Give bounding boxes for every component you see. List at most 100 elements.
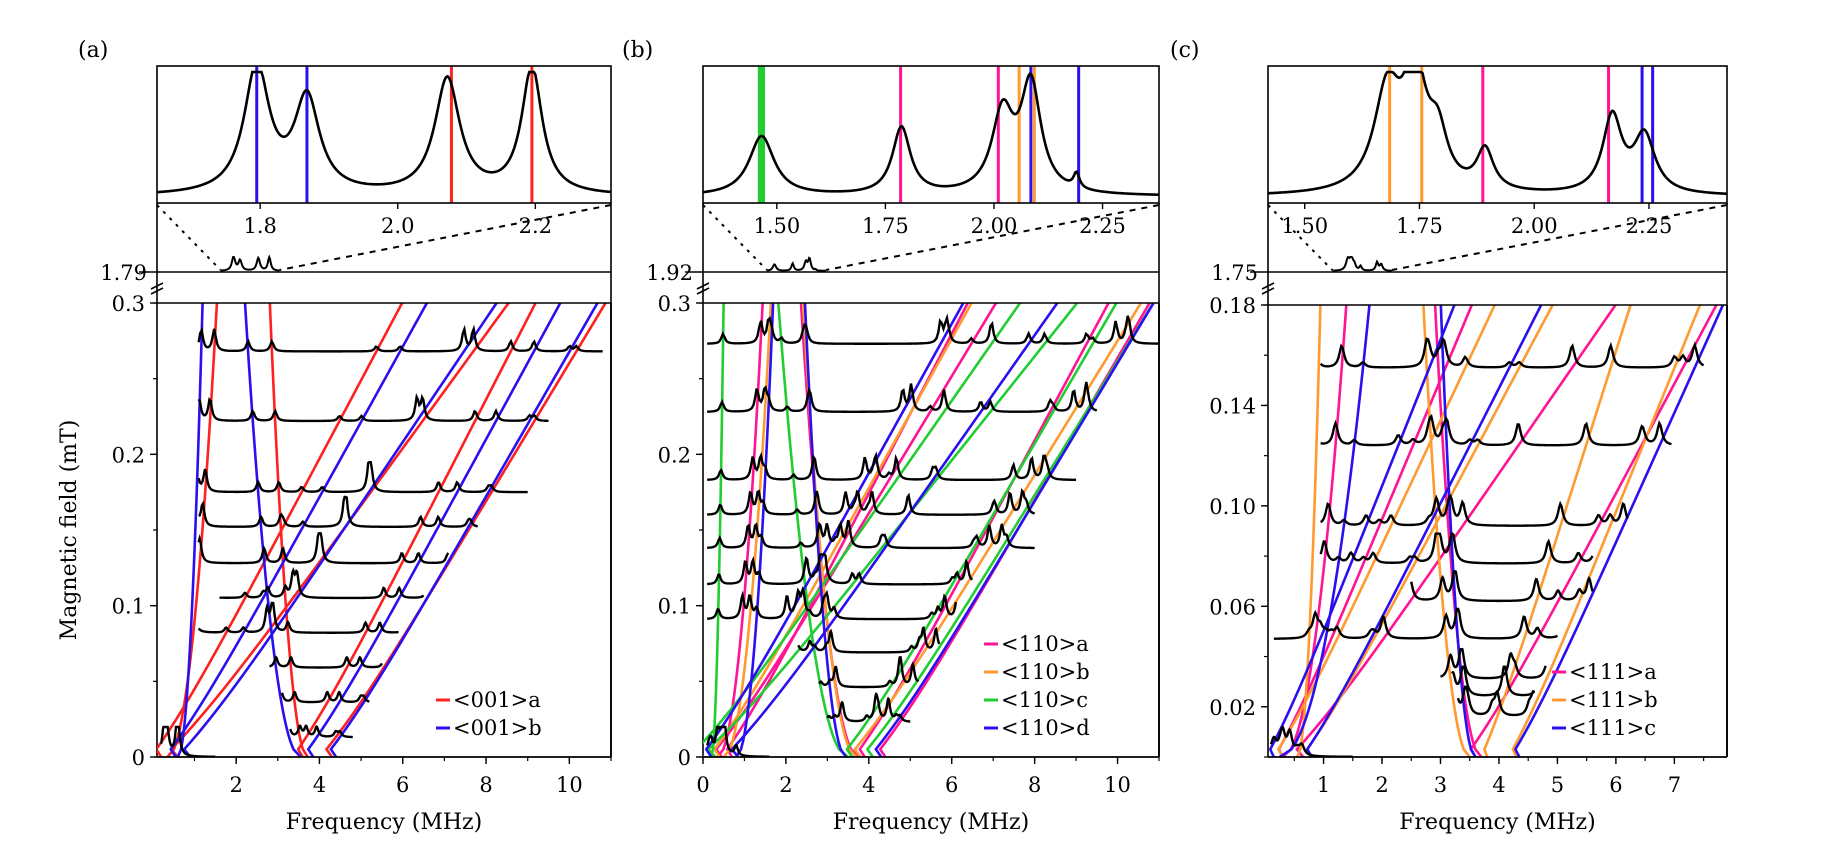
x-tick-label: 7 xyxy=(1668,773,1681,797)
axis-break-mark xyxy=(150,287,164,295)
y-axis-title: Magnetic field (mT) xyxy=(57,420,82,641)
y-tick-label: 0 xyxy=(678,746,691,770)
branch-001a xyxy=(324,303,608,757)
legend-label: <111>a xyxy=(1569,660,1657,684)
y-tick-label: 0.3 xyxy=(112,292,145,316)
branch-111a xyxy=(1295,305,1618,757)
inset-tick-label: 1.8 xyxy=(243,214,276,238)
x-axis-title: Frequency (MHz) xyxy=(286,810,482,835)
spectrum-trace xyxy=(707,381,1098,413)
spectrum-trace xyxy=(289,724,353,739)
branch-111b xyxy=(1511,305,1702,757)
x-tick-label: 2 xyxy=(1375,773,1388,797)
break-field-label: 1.79 xyxy=(100,261,147,285)
inset-tick-label: 2.00 xyxy=(971,214,1018,238)
inset-tick-label: 2.0 xyxy=(381,214,414,238)
break-field-label: 1.75 xyxy=(1211,261,1258,285)
spectrum-trace xyxy=(219,567,425,600)
x-tick-label: 6 xyxy=(396,773,409,797)
spectrum-trace xyxy=(826,692,911,723)
break-field-label: 1.92 xyxy=(646,261,693,285)
spectrum-trace xyxy=(1456,685,1536,717)
branch-001a xyxy=(157,303,404,757)
branch-110c xyxy=(845,303,1118,757)
inset-tick-label: 2.00 xyxy=(1511,214,1558,238)
zoomed-spectrum-mini xyxy=(766,256,827,272)
panel-label: (a) xyxy=(78,38,108,63)
y-tick-label: 0.14 xyxy=(1209,394,1256,418)
inset-tick-label: 2.25 xyxy=(1079,214,1126,238)
panel-c: (c)1.50 1.75 2.00 2.251.750.020.060.100.140… xyxy=(1170,38,1728,835)
spectrum-trace xyxy=(1319,532,1594,565)
spectrum-trace xyxy=(707,488,1035,516)
inset-spectrum xyxy=(1268,70,1727,196)
spectrum-trace xyxy=(707,585,958,621)
spectrum-trace xyxy=(197,393,549,423)
x-tick-label: 8 xyxy=(1028,773,1041,797)
x-tick-label: 4 xyxy=(313,773,326,797)
x-tick-label: 4 xyxy=(1492,773,1505,797)
panel-b: (b) 1.50 1.75 2.00 2.25 1.92 0 0.1 0.2 0.3 0 2 4 6 8 10… xyxy=(622,38,1160,835)
branch-111c xyxy=(1513,305,1725,757)
inset-plot xyxy=(703,66,1159,203)
branch-111b xyxy=(1305,305,1555,757)
main-plot xyxy=(703,303,1159,757)
inset-plot xyxy=(157,66,611,203)
spectrum-trace xyxy=(269,655,383,669)
x-tick-label: 4 xyxy=(862,773,875,797)
spectrum-trace xyxy=(1319,336,1705,369)
spectrum-trace xyxy=(707,553,974,586)
zoom-connector-left xyxy=(156,204,222,271)
inset-frame xyxy=(702,65,1160,204)
x-tick-label: 8 xyxy=(479,773,492,797)
zoom-connector-left xyxy=(1267,204,1333,271)
zoomed-spectrum-mini xyxy=(220,254,280,272)
y-tick-label: 0.2 xyxy=(658,443,691,467)
axis-break-mark xyxy=(1261,282,1275,290)
spectrum-trace xyxy=(818,656,920,689)
branch-110c xyxy=(777,303,849,757)
x-tick-label: 6 xyxy=(945,773,958,797)
x-tick-label: 0 xyxy=(696,773,709,797)
x-tick-label: 5 xyxy=(1551,773,1564,797)
spectrum-trace xyxy=(1320,414,1672,447)
spectrum-trace xyxy=(197,532,450,565)
x-tick-label: 6 xyxy=(1609,773,1622,797)
branch-001b xyxy=(182,303,499,757)
legend-label: <110>d xyxy=(1001,716,1090,740)
spectrum-trace xyxy=(1410,570,1594,603)
branch-111a xyxy=(1281,305,1348,757)
spectrum-trace xyxy=(1451,665,1535,697)
main-plot xyxy=(1268,305,1725,757)
legend-label: <110>c xyxy=(1001,688,1088,712)
branch-110a xyxy=(714,303,998,757)
y-tick-label: 0.06 xyxy=(1209,595,1256,619)
spectrum-trace xyxy=(197,601,399,634)
y-tick-label: 0.2 xyxy=(112,443,145,467)
branch-111b xyxy=(1296,305,1322,757)
legend-label: <110>b xyxy=(1001,660,1090,684)
axis-break-mark xyxy=(1261,287,1275,295)
branch-110d xyxy=(704,303,965,757)
x-tick-label: 1 xyxy=(1317,773,1330,797)
zoom-connector-right xyxy=(825,204,1160,271)
zoomed-spectrum-mini xyxy=(1332,255,1392,272)
branch-110d xyxy=(874,303,1156,757)
y-tick-label: 0 xyxy=(132,746,145,770)
y-tick-label: 0.10 xyxy=(1209,495,1256,519)
branch-111c xyxy=(1268,305,1456,757)
branch-001b xyxy=(176,303,204,757)
spectrum-trace xyxy=(707,451,1077,482)
spectrum-trace xyxy=(1440,647,1547,680)
branch-111c xyxy=(1305,305,1543,757)
inset-plot xyxy=(1268,66,1727,203)
main-plot xyxy=(157,303,608,757)
axis-break-mark xyxy=(696,287,710,295)
axis-break-mark xyxy=(696,282,710,290)
x-axis-title: Frequency (MHz) xyxy=(1399,810,1595,835)
inset-tick-label: 1.75 xyxy=(1396,214,1443,238)
branch-110d xyxy=(730,303,1059,757)
zoom-connector-left xyxy=(702,204,768,271)
